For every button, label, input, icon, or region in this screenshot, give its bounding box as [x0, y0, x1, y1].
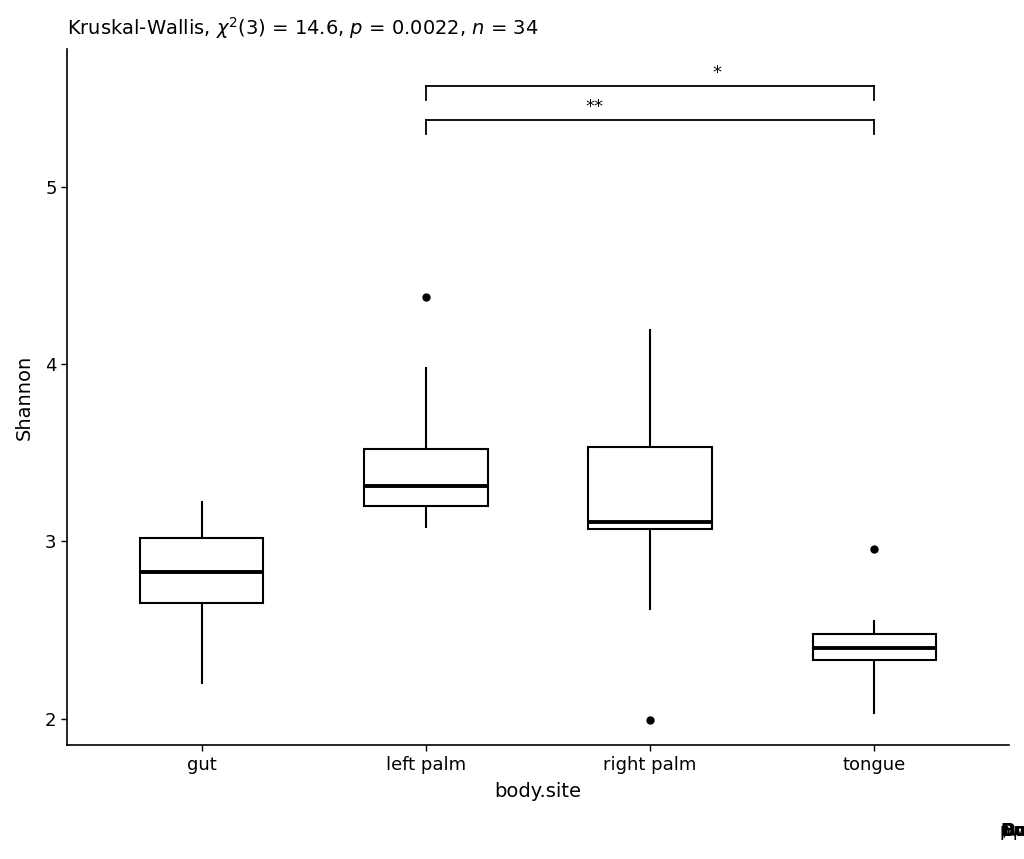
Y-axis label: Shannon: Shannon	[15, 354, 34, 440]
Text: Kruskal-Wallis, $\chi^2$(3) = 14.6, $p$ = 0.0022, $n$ = 34: Kruskal-Wallis, $\chi^2$(3) = 14.6, $p$ …	[67, 15, 539, 41]
Text: pwc:: pwc:	[999, 822, 1024, 840]
Text: Dunn test: Dunn test	[1000, 822, 1024, 840]
Text: ; p.adjust:: ; p.adjust:	[1001, 822, 1024, 840]
Bar	[365, 449, 487, 506]
Bar	[589, 448, 712, 529]
Bar	[813, 634, 936, 661]
Text: *: *	[713, 64, 722, 82]
X-axis label: body.site: body.site	[495, 782, 582, 801]
Text: **: **	[585, 98, 603, 116]
Text: Bonferroni: Bonferroni	[1002, 822, 1024, 840]
Bar	[140, 538, 263, 604]
